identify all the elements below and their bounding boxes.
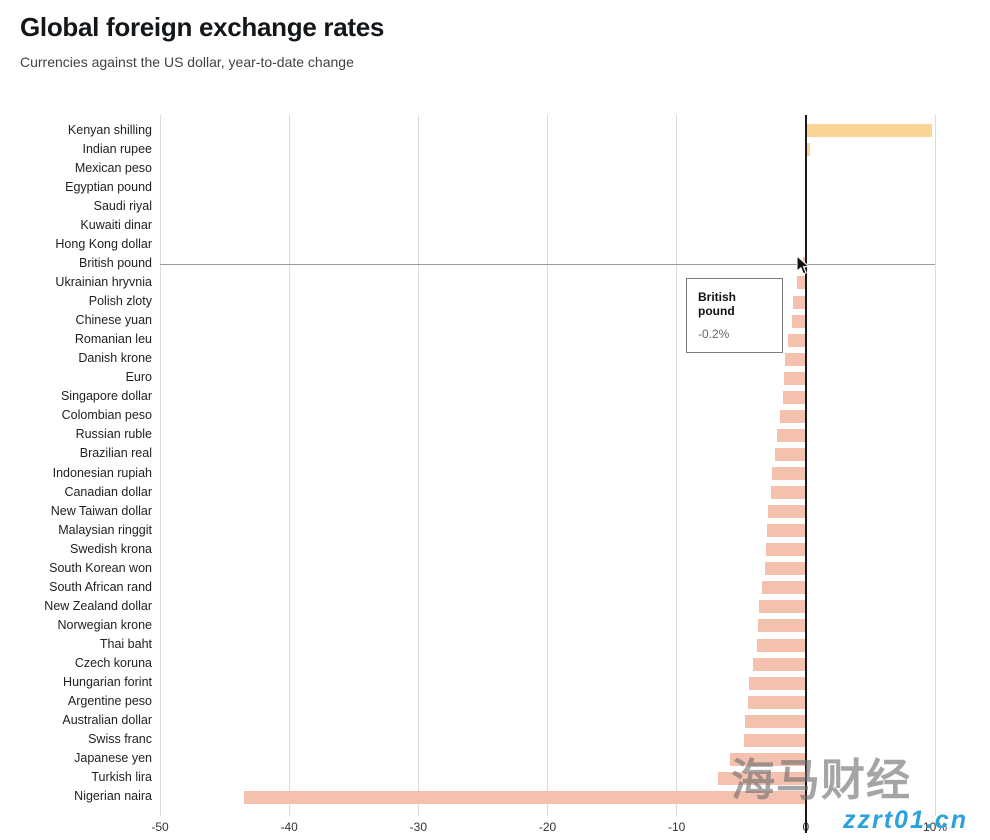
y-axis-label: Thai baht [99,637,152,652]
y-axis-label: Singapore dollar [60,389,152,404]
bar[interactable] [767,524,806,538]
watermark-text: 海马财经 [731,755,911,806]
bar[interactable] [805,143,810,157]
y-axis-label: Romanian leu [74,332,152,347]
bar[interactable] [805,124,933,138]
bar[interactable] [787,333,806,347]
y-axis-label: Swiss franc [88,732,152,747]
bar[interactable] [747,695,806,709]
y-axis-label: Hong Kong dollar [55,236,152,251]
bar[interactable] [777,428,806,442]
tooltip-value: -0.2% [698,327,730,341]
y-axis-label: Saudi riyal [93,198,152,213]
mouse-cursor-icon [796,255,810,275]
gridline [934,115,936,816]
bar[interactable] [764,562,806,576]
bar[interactable] [783,371,806,385]
y-axis-label: Mexican peso [74,160,152,175]
y-axis-label: Swedish krona [70,541,152,556]
bar[interactable] [761,581,806,595]
gridline [417,115,419,816]
bar[interactable] [743,733,806,747]
bar[interactable] [243,790,806,804]
y-axis-label: Kuwaiti dinar [80,217,152,232]
y-axis-label: Ukrainian hryvnia [55,274,152,289]
y-axis-label: Euro [125,370,152,385]
y-axis-label: Norwegian krone [57,617,153,632]
bar[interactable] [782,390,806,404]
bar[interactable] [765,543,806,557]
y-axis-label: South African rand [49,579,152,594]
zero-axis-line [804,115,807,833]
x-axis-tick-label: -20 [538,820,557,834]
y-axis-label: Turkish lira [91,770,152,785]
y-axis-label: New Zealand dollar [44,598,152,613]
y-axis-label: New Taiwan dollar [50,503,152,518]
y-axis-label: Australian dollar [62,713,152,728]
bar[interactable] [758,619,806,633]
x-axis-tick-label: -50 [151,820,169,834]
y-axis-label: Malaysian ringgit [58,522,152,537]
chart-tooltip: British pound -0.2% [686,278,783,353]
bar[interactable] [770,486,806,500]
bar[interactable] [785,352,806,366]
y-axis-label: Argentine peso [67,694,152,709]
y-axis-label: South Korean won [49,560,152,575]
chart-header: Global foreign exchange rates Currencies… [20,12,384,70]
y-axis-label: Polish zloty [88,294,152,309]
y-axis-label: Hungarian forint [63,675,152,690]
y-axis-label: Danish krone [78,351,152,366]
bar[interactable] [772,467,806,481]
chart-title: Global foreign exchange rates [20,12,385,42]
gridline [159,115,161,816]
y-axis-label: Chinese yuan [75,313,152,328]
y-axis-label: Indonesian rupiah [52,465,152,480]
y-axis-label: Egyptian pound [65,179,152,194]
hover-crosshair-line [160,263,935,265]
y-axis-label: British pound [79,255,152,270]
y-axis-label: Kenyan shilling [67,122,152,137]
bar[interactable] [796,276,806,290]
bar[interactable] [759,600,806,614]
bar[interactable] [718,771,806,785]
bar[interactable] [752,657,806,671]
bar[interactable] [774,447,806,461]
x-axis-tick-label: -10 [667,820,686,834]
y-axis-label: Canadian dollar [64,484,152,499]
x-axis-tick-label: -40 [280,820,298,834]
y-axis-label: Indian rupee [82,141,152,156]
y-axis-label: Brazilian real [79,446,152,461]
bar[interactable] [745,714,806,728]
bar[interactable] [749,676,806,690]
x-axis-tick-label: -30 [409,820,427,834]
bar[interactable] [756,638,806,652]
y-axis-label: Czech koruna [74,656,152,671]
chart-subtitle: Currencies against the US dollar, year-t… [20,54,354,70]
y-axis-label: Russian ruble [75,427,152,442]
bar[interactable] [768,505,806,519]
tooltip-currency-label: British pound [698,290,737,318]
gridline [288,115,290,816]
gridline [676,115,678,816]
bar[interactable] [791,314,806,328]
bar[interactable] [792,295,806,309]
y-axis-label: Japanese yen [74,751,152,766]
y-axis-label: Colombian peso [61,408,152,423]
x-axis-tick-label: 10% [922,820,948,834]
bar[interactable] [729,752,806,766]
y-axis-label: Nigerian naira [74,789,152,804]
gridline [547,115,548,816]
bar[interactable] [780,409,806,423]
watermark-url: zzrt01.cn [843,806,968,834]
